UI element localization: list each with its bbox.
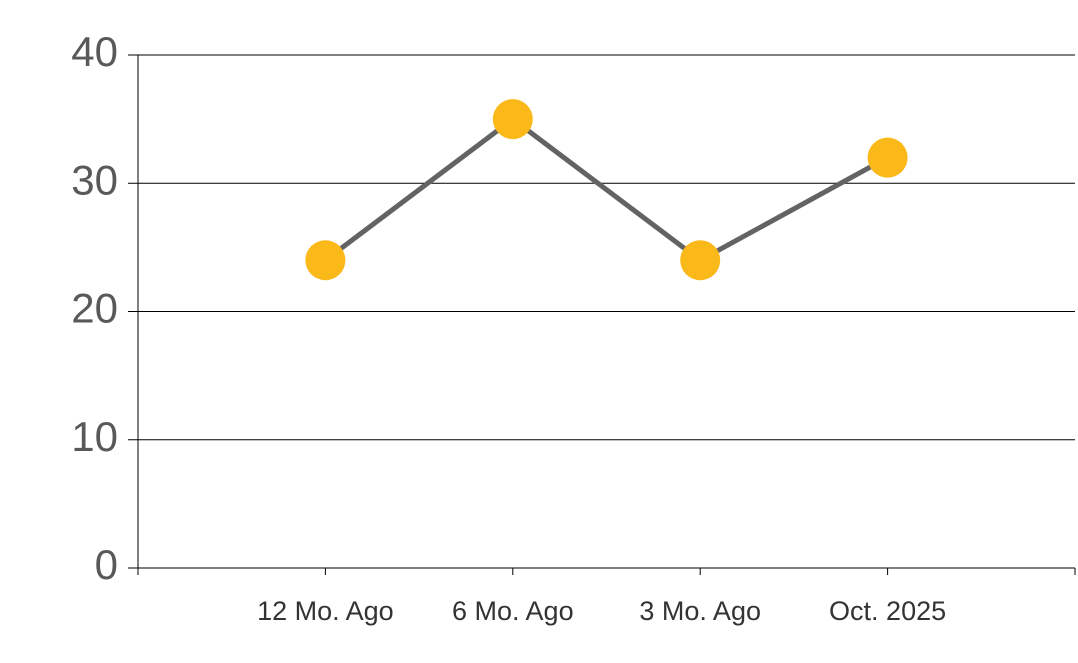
marker <box>305 240 346 281</box>
x-tick-label: Oct. 2025 <box>829 596 946 626</box>
y-tick-label: 30 <box>71 156 118 203</box>
x-tick-label: 3 Mo. Ago <box>639 596 761 626</box>
y-tick-label: 10 <box>71 413 118 460</box>
y-tick-label: 20 <box>71 285 118 332</box>
x-tick-label: 6 Mo. Ago <box>452 596 574 626</box>
x-tick-label: 12 Mo. Ago <box>257 596 394 626</box>
marker <box>492 99 533 140</box>
y-tick-label: 40 <box>71 28 118 75</box>
marker <box>680 240 721 281</box>
y-tick-label: 0 <box>95 541 118 588</box>
marker <box>867 137 908 178</box>
line <box>323 115 889 264</box>
